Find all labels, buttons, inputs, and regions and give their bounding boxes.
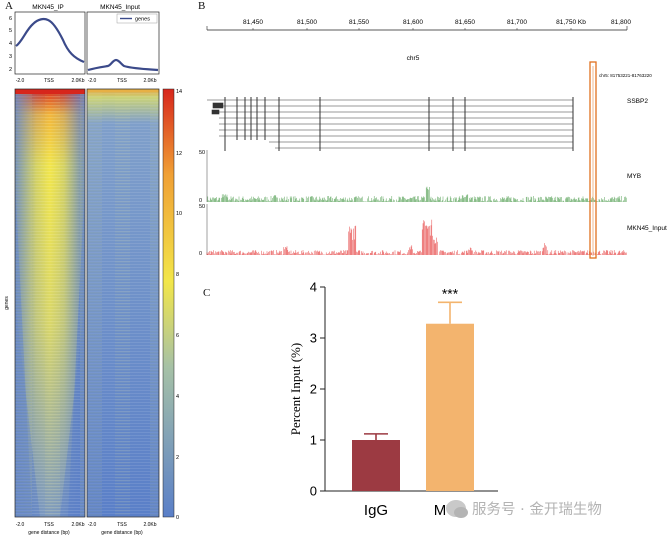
exon-marks (224, 97, 574, 151)
myb-track (207, 186, 627, 202)
heatmap-input (86, 88, 160, 518)
ytick-2: 2 (9, 67, 12, 73)
x-category-label: IgG (364, 502, 388, 519)
xtick-plus2: 2.0Kb (71, 78, 84, 84)
coord-tick-81650: 81,650 (455, 19, 475, 26)
input-scale-bottom: 0 (199, 251, 202, 257)
region-label: chr5: 81753221-81763220 (599, 73, 652, 78)
profile-input-title: MKN45_Input (100, 4, 140, 11)
panel-a-label: A (5, 0, 13, 12)
panel-a: MKN45_IP 6 5 4 3 2 -2.0 TSS 2.0Kb MKN45_… (4, 4, 182, 536)
bar-igg (352, 440, 400, 491)
myb-scale-bottom: 0 (199, 198, 202, 204)
input-track-label: MKN45_Input (627, 225, 667, 232)
coord-tick-81800: 81,800 (611, 19, 631, 26)
profile-ip-line (15, 17, 85, 64)
ytick-3: 3 (9, 54, 12, 60)
coord-tick-81700: 81,700 (507, 19, 527, 26)
myb-track-label: MYB (627, 173, 641, 180)
colorbar (162, 88, 175, 518)
xtick-tss: TSS (44, 78, 54, 84)
xtick2-minus2: -2.0 (88, 78, 97, 84)
xtick2-plus2: 2.0Kb (143, 78, 156, 84)
profile-ip-xticks: -2.0 TSS 2.0Kb (16, 78, 85, 84)
cbar-14: 14 (176, 89, 182, 95)
gene-models (207, 99, 573, 149)
ytick-5: 5 (9, 28, 12, 34)
myb-scale-top: 50 (199, 150, 205, 156)
y-tick-label: 3 (310, 331, 317, 346)
input-track (206, 219, 627, 255)
y-tick-label: 0 (310, 484, 317, 499)
y-axis-label: Percent Input (%) (288, 343, 303, 435)
profile-input-frame (86, 11, 160, 75)
hm2-xtick-tss: TSS (117, 522, 127, 528)
panel-b-label: B (198, 0, 206, 12)
y-tick-label: 4 (310, 280, 317, 295)
hm1-xlabel: gene distance (bp) (28, 530, 70, 536)
y-tick-label: 2 (310, 382, 317, 397)
profile-ip-title: MKN45_IP (32, 4, 63, 11)
hm1-xtick-plus2: 2.0Kb (71, 522, 84, 528)
coord-tick-81550: 81,550 (349, 19, 369, 26)
profile-legend-box (116, 13, 158, 24)
chrom-label: chr5 (407, 55, 420, 62)
panel-c-label: C (203, 287, 211, 299)
cbar-10: 10 (176, 211, 182, 217)
coord-tick-81450: 81,450 (243, 19, 263, 26)
hm1-xtick-minus2: -2.0 (16, 522, 25, 528)
coord-tick-81500: 81,500 (297, 19, 317, 26)
coord-ticks: 81,450 81,500 81,550 81,600 81,650 81,70… (243, 19, 631, 26)
coord-tick-81600: 81,600 (403, 19, 423, 26)
cbar-6: 6 (176, 333, 179, 339)
panel-b: 81,450 81,500 81,550 81,600 81,650 81,70… (199, 19, 667, 259)
peak-highlight-box (589, 61, 597, 259)
y-ticks: 0 1 2 3 4 (310, 280, 325, 499)
xtick2-tss: TSS (117, 78, 127, 84)
cbar-4: 4 (176, 394, 179, 400)
significance-mark: *** (442, 285, 459, 301)
profile-input-line (87, 58, 159, 72)
heatmap-ylabel: genes (4, 296, 10, 310)
cbar-2: 2 (176, 455, 179, 461)
watermark: 服务号 · 金开瑞生物 (446, 498, 602, 519)
hm1-xtick-tss: TSS (44, 522, 54, 528)
bars (352, 301, 474, 491)
heatmap-ip (14, 88, 86, 518)
wechat-icon (446, 500, 468, 518)
xtick-minus2: -2.0 (16, 78, 25, 84)
cbar-12: 12 (176, 151, 182, 157)
hm2-xtick-minus2: -2.0 (88, 522, 97, 528)
gene-label: SSBP2 (627, 98, 648, 105)
hm2-xtick-plus2: 2.0Kb (143, 522, 156, 528)
profile-ip-frame (14, 11, 86, 75)
bar-myb (426, 323, 474, 491)
watermark-text: 服务号 · 金开瑞生物 (472, 502, 602, 518)
coord-tick-81750: 81,750 Kb (556, 19, 586, 26)
hm2-xlabel: gene distance (bp) (101, 530, 143, 536)
legend-label: genes (135, 17, 150, 23)
input-scale-top: 50 (199, 204, 205, 210)
cbar-0: 0 (176, 515, 179, 521)
ytick-6: 6 (9, 16, 12, 22)
profile-ip-yticks: 6 5 4 3 2 (9, 16, 12, 73)
ytick-4: 4 (9, 41, 12, 47)
cbar-8: 8 (176, 272, 179, 278)
y-tick-label: 1 (310, 433, 317, 448)
